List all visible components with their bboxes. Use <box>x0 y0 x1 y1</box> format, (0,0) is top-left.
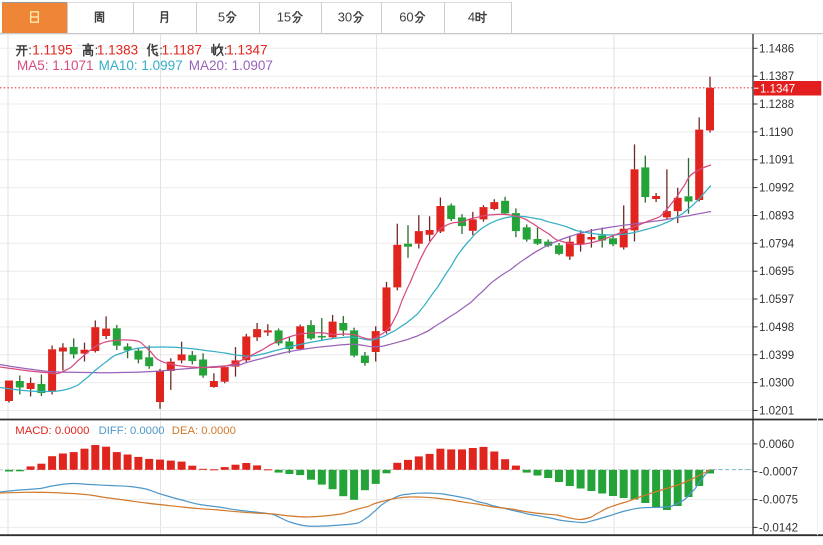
svg-text:1.0695: 1.0695 <box>759 266 794 278</box>
svg-text:1.0201: 1.0201 <box>759 406 794 418</box>
svg-text:-0.0142: -0.0142 <box>759 522 798 534</box>
svg-text::: : <box>159 43 163 58</box>
svg-text:1.1383: 1.1383 <box>97 43 138 58</box>
svg-text:1.1195: 1.1195 <box>32 43 72 58</box>
svg-text:MA20: 1.0907: MA20: 1.0907 <box>189 58 273 73</box>
svg-text:1.1187: 1.1187 <box>162 43 202 58</box>
svg-text:DEA: 0.0000: DEA: 0.0000 <box>172 425 236 437</box>
svg-text:1.1486: 1.1486 <box>759 43 794 55</box>
svg-text:5: 5 <box>218 10 225 25</box>
svg-text:1.0498: 1.0498 <box>759 322 794 334</box>
svg-text:0.0060: 0.0060 <box>759 439 794 451</box>
svg-text::: : <box>28 43 32 58</box>
svg-text:1.1190: 1.1190 <box>759 127 793 139</box>
svg-text:1.0399: 1.0399 <box>759 350 794 362</box>
svg-text:DIFF: 0.0000: DIFF: 0.0000 <box>99 425 165 437</box>
svg-text:1.1387: 1.1387 <box>759 71 794 83</box>
svg-text:-0.0007: -0.0007 <box>759 467 798 479</box>
svg-text:1.1091: 1.1091 <box>759 155 794 167</box>
svg-text:4: 4 <box>468 10 475 25</box>
svg-text:15: 15 <box>277 10 291 25</box>
svg-text:1.0794: 1.0794 <box>759 238 795 250</box>
svg-text:MA10: 1.0997: MA10: 1.0997 <box>99 58 183 73</box>
svg-text::: : <box>95 43 99 58</box>
svg-text:1.0597: 1.0597 <box>759 294 794 306</box>
svg-text:1.1347: 1.1347 <box>226 43 267 58</box>
svg-text:60: 60 <box>399 10 413 25</box>
svg-text:1.1288: 1.1288 <box>759 99 794 111</box>
svg-text:MA5: 1.1071: MA5: 1.1071 <box>17 58 94 73</box>
svg-text:-0.0075: -0.0075 <box>759 495 798 507</box>
svg-text:30: 30 <box>338 10 352 25</box>
svg-text:1.0992: 1.0992 <box>759 183 794 195</box>
svg-text::: : <box>224 43 228 58</box>
svg-text:1.0893: 1.0893 <box>759 211 794 223</box>
svg-text:MACD: 0.0000: MACD: 0.0000 <box>15 425 89 437</box>
svg-text:1.1347: 1.1347 <box>760 84 795 96</box>
svg-text:1.0300: 1.0300 <box>759 378 794 390</box>
